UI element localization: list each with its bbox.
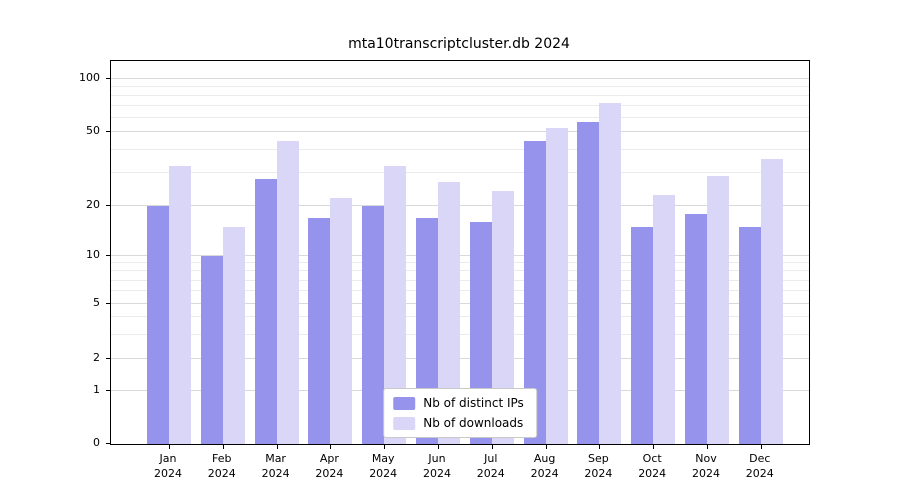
y-tick-mark: [106, 358, 111, 359]
bar-downloads-oct: [653, 194, 676, 444]
x-tick-label: Jun 2024: [423, 452, 451, 480]
gridline-minor: [111, 149, 809, 151]
bar-distinct-ips-jan: [147, 206, 169, 444]
x-tick-mark: [707, 444, 708, 449]
legend-item: Nb of downloads: [393, 416, 524, 430]
y-tick-label: 5: [93, 296, 100, 309]
legend-label: Nb of downloads: [423, 416, 524, 430]
x-tick-mark: [169, 444, 170, 449]
x-tick-mark: [760, 444, 762, 449]
y-tick-mark: [106, 205, 111, 206]
plot-area: Nb of distinct IPs Nb of downloads: [106, 60, 810, 449]
bar-downloads-apr: [330, 198, 353, 444]
legend-item: Nb of distinct IPs: [393, 396, 524, 410]
y-tick-label: 2: [93, 351, 100, 364]
x-axis-labels: Jan 2024 Feb 2024 Mar 2024 Apr 2024 May 2024…: [110, 451, 808, 491]
gridline-major: [111, 255, 809, 256]
bar-distinct-ips-may: [362, 206, 385, 444]
y-tick-label: 10: [86, 248, 100, 261]
x-tick-label: Aug 2024: [530, 452, 559, 480]
y-tick-mark: [106, 303, 111, 304]
legend-label: Nb of distinct IPs: [423, 396, 524, 410]
legend-swatch-distinct-ips: [393, 396, 416, 410]
gridline-minor: [111, 105, 809, 107]
gridline-major: [111, 131, 809, 132]
x-tick-mark: [653, 444, 655, 449]
y-axis-labels: 0 1 2 5 10 20 50 100: [0, 60, 100, 449]
x-tick-mark: [438, 444, 439, 449]
bar-distinct-ips-oct: [631, 226, 654, 444]
y-tick-mark: [106, 78, 111, 79]
y-tick-label: 100: [79, 71, 100, 84]
x-tick-label: Mar 2024: [261, 452, 290, 480]
bar-downloads-may: [384, 165, 407, 444]
gridline-minor: [111, 316, 809, 318]
bar-distinct-ips-aug: [523, 140, 546, 444]
x-tick-mark: [545, 444, 547, 449]
y-tick-label: 20: [86, 198, 100, 211]
x-tick-mark: [491, 444, 493, 449]
legend-swatch-downloads: [393, 416, 416, 430]
bar-downloads-jul: [491, 191, 514, 444]
bar-distinct-ips-feb: [200, 256, 223, 444]
bar-distinct-ips-jun: [416, 217, 438, 444]
bar-downloads-feb: [222, 226, 245, 444]
gridline-minor: [111, 262, 809, 264]
gridline-minor: [111, 279, 809, 281]
bar-distinct-ips-mar: [254, 178, 277, 444]
gridline-minor: [111, 333, 809, 335]
gridline-minor: [111, 172, 809, 174]
x-tick-label: Jan 2024: [154, 452, 182, 480]
x-tick-label: Nov 2024: [692, 452, 720, 480]
y-tick-label: 50: [86, 124, 100, 137]
bar-distinct-ips-apr: [308, 217, 331, 444]
x-tick-label: Feb 2024: [207, 452, 236, 480]
y-tick-mark: [106, 390, 111, 391]
x-tick-mark: [384, 444, 386, 449]
x-tick-mark: [222, 444, 224, 449]
bar-downloads-aug: [545, 127, 568, 444]
bar-downloads-jun: [438, 181, 460, 444]
bar-distinct-ips-nov: [685, 213, 707, 444]
x-tick-mark: [599, 444, 601, 449]
y-tick-label: 0: [93, 436, 100, 449]
chart-title: mta10transcriptcluster.db 2024: [348, 36, 570, 52]
x-tick-label: Jul 2024: [476, 452, 505, 480]
x-tick-label: Apr 2024: [315, 452, 344, 480]
y-tick-mark: [106, 255, 111, 256]
bar-distinct-ips-dec: [738, 226, 761, 444]
x-tick-label: May 2024: [369, 452, 398, 480]
bar-distinct-ips-sep: [577, 121, 600, 444]
bar-downloads-jan: [169, 165, 191, 444]
gridline-minor: [111, 117, 809, 119]
y-tick-mark: [106, 131, 111, 132]
bar-downloads-dec: [760, 158, 783, 444]
x-tick-mark: [330, 444, 332, 449]
legend: Nb of distinct IPs Nb of downloads: [383, 388, 537, 438]
gridline-minor: [111, 95, 809, 97]
gridline-minor: [111, 270, 809, 272]
gridline-major: [111, 78, 809, 79]
x-tick-mark: [276, 444, 278, 449]
bar-downloads-sep: [599, 103, 622, 444]
gridline-major: [111, 303, 809, 304]
x-tick-label: Oct 2024: [638, 452, 667, 480]
bar-downloads-nov: [707, 176, 729, 444]
bar-downloads-mar: [276, 140, 299, 444]
y-tick-label: 1: [93, 383, 100, 396]
gridline-minor: [111, 86, 809, 88]
gridline-major: [111, 205, 809, 206]
x-tick-label: Dec 2024: [745, 452, 774, 480]
gridline-minor: [111, 290, 809, 292]
gridline-major: [111, 358, 809, 359]
x-tick-label: Sep 2024: [584, 452, 613, 480]
y-tick-mark: [106, 443, 111, 444]
